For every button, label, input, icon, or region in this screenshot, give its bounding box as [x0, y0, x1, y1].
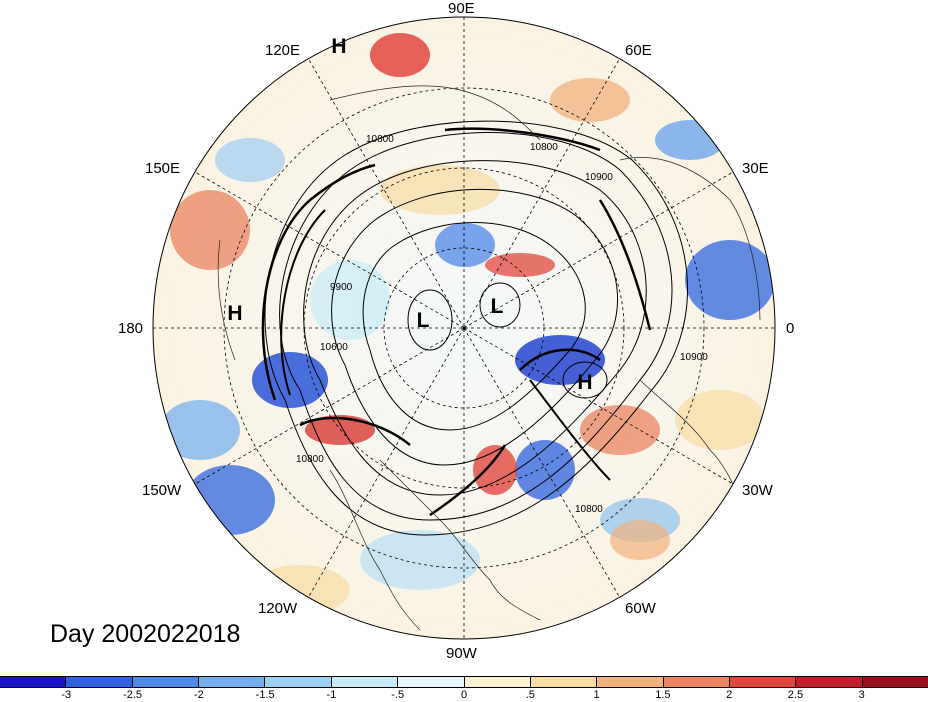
- colorbar-segment: [597, 677, 664, 687]
- colorbar-tick-label: -3: [61, 689, 72, 701]
- colorbar-segment: [331, 677, 399, 687]
- lon-label-120w: 120W: [258, 600, 298, 617]
- contour-label: 10800: [575, 504, 603, 515]
- lon-label-0: 0: [786, 320, 795, 337]
- contour-label: 10900: [585, 172, 613, 183]
- colorbar-tick-label: 3: [858, 689, 865, 701]
- height-contours: [261, 120, 688, 536]
- contour-label: 10800: [296, 454, 324, 465]
- colorbar-segment: [663, 677, 730, 687]
- colorbar-segment: [464, 677, 531, 687]
- lon-label-30w: 30W: [742, 482, 773, 499]
- colorbar-tick-label: -.5: [391, 689, 405, 701]
- contour-label: 9900: [330, 282, 353, 293]
- colorbar: [0, 676, 928, 688]
- colorbar-tick-label: -2: [193, 689, 204, 701]
- colorbar-tick-label: 1.5: [655, 689, 671, 701]
- colorbar-segment: [530, 677, 598, 687]
- lon-label-60e: 60E: [625, 42, 652, 59]
- colorbar-tick-label: 1: [593, 689, 600, 701]
- colorbar-tick-label: -2.5: [123, 689, 143, 701]
- colorbar-segment: [132, 677, 200, 687]
- colorbar-segment: [862, 677, 928, 687]
- graticule: [153, 17, 775, 639]
- colorbar-segment: [199, 677, 266, 687]
- contour-label: 10900: [680, 352, 708, 363]
- colorbar-tick-label: .5: [525, 689, 535, 701]
- lon-label-30e: 30E: [742, 160, 769, 177]
- lon-label-90e: 90E: [448, 0, 475, 17]
- lon-label-120e: 120E: [265, 42, 301, 59]
- contour-label: 10600: [320, 342, 348, 353]
- colorbar-tick-label: 0: [460, 689, 468, 701]
- pressure-label-high-3: H: [577, 371, 593, 394]
- lon-label-150w: 150W: [142, 482, 182, 499]
- colorbar-segment: [265, 677, 332, 687]
- pressure-label-high-1: H: [331, 35, 347, 58]
- colorbar-segment: [398, 677, 465, 687]
- plot-title: Day 2002022018: [50, 620, 241, 648]
- colorbar-segment: [796, 677, 863, 687]
- map-boundary: [152, 16, 776, 640]
- lon-label-180: 180: [118, 320, 144, 337]
- colorbar-tick-label: 2.5: [787, 689, 804, 701]
- colorbar-segment: [66, 677, 133, 687]
- colorbar-tick-label: -1.5: [255, 689, 275, 701]
- colorbar-tick-label: 2: [726, 689, 733, 701]
- pressure-label-low-2: L: [490, 295, 504, 318]
- contour-label: 10800: [366, 134, 394, 145]
- colorbar-segment: [729, 677, 797, 687]
- contour-label: 10800: [530, 142, 558, 153]
- lon-label-150e: 150E: [145, 160, 181, 177]
- colorbar-segment: [0, 677, 67, 687]
- contour-labels: 10800 10800 10800 10800 10900 10900 1060…: [296, 134, 708, 515]
- pressure-label-high-2: H: [227, 302, 243, 325]
- lon-label-60w: 60W: [625, 600, 656, 617]
- lon-label-90w: 90W: [446, 645, 477, 662]
- pressure-label-low-1: L: [416, 309, 430, 332]
- colorbar-tick-label: -1: [326, 689, 337, 701]
